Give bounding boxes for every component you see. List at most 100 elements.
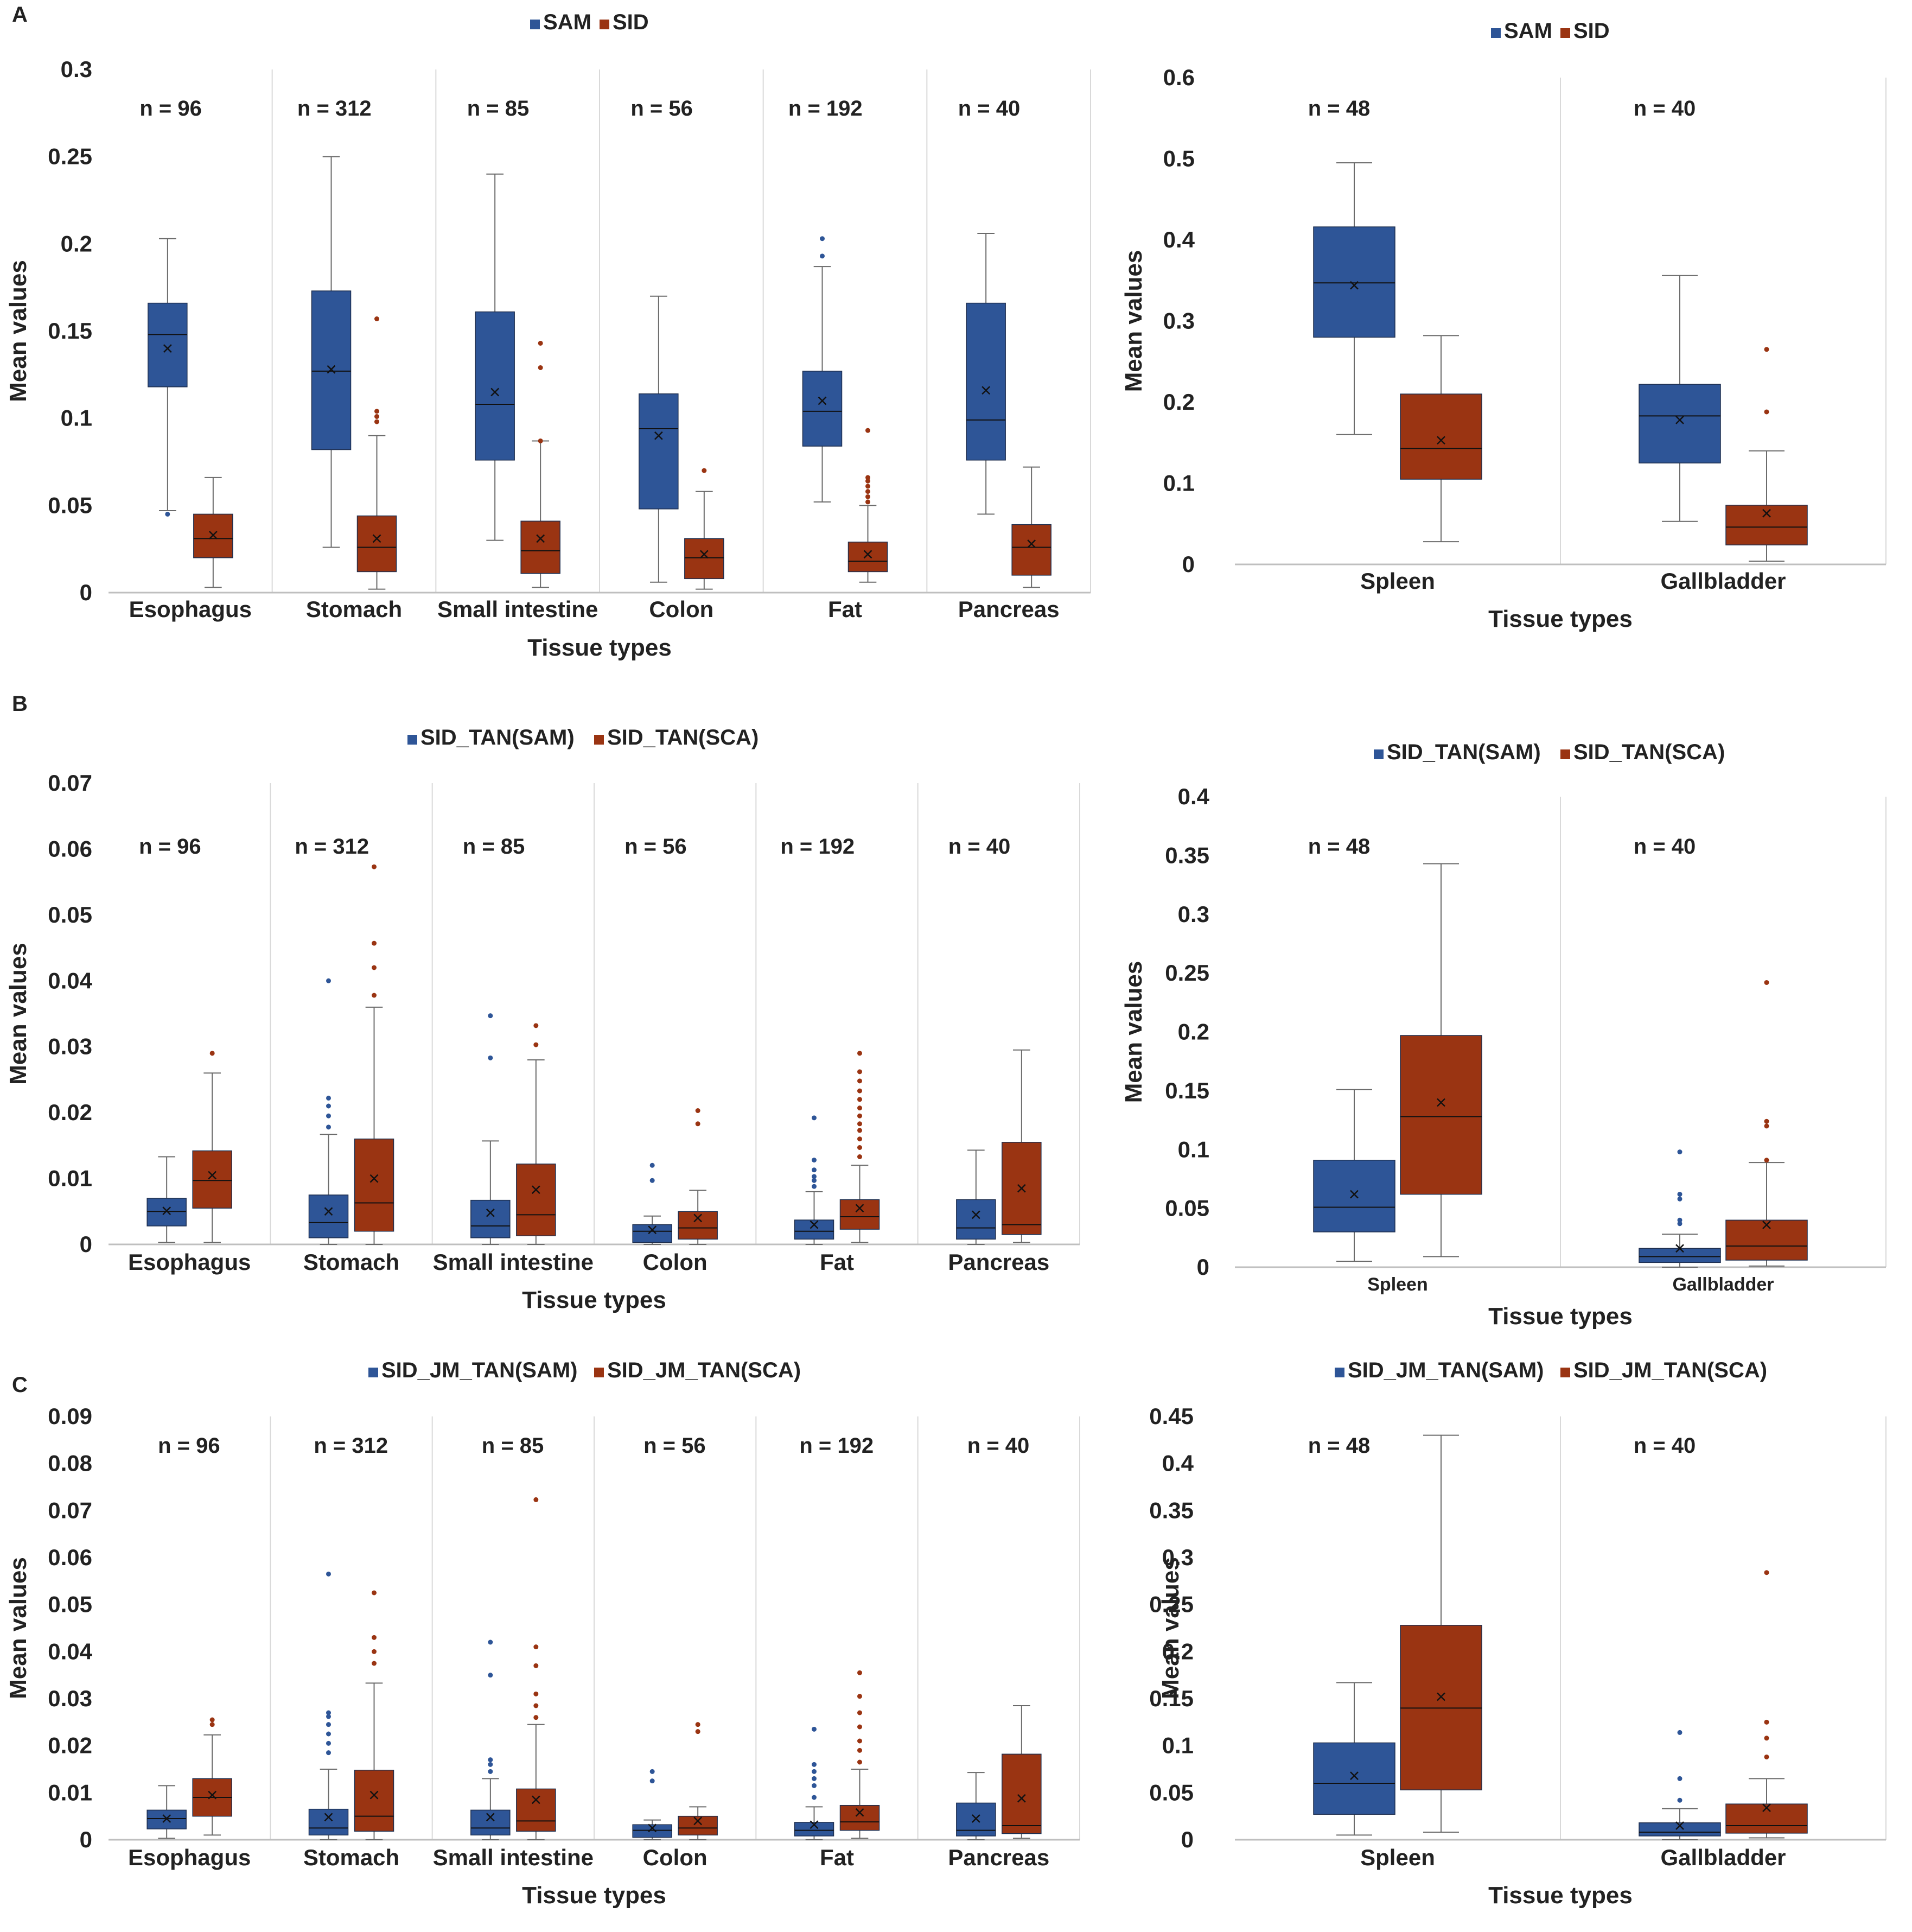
box-iqr (847, 542, 888, 573)
box-series1 (632, 1769, 672, 1840)
y-axis-label: Mean values (1120, 250, 1147, 392)
mean-marker (693, 1213, 703, 1223)
box-iqr (148, 302, 188, 387)
box-iqr (516, 1164, 556, 1236)
outlier-point (857, 1738, 862, 1744)
y-tick-label: 0.07 (48, 770, 92, 796)
outlier-point (372, 1649, 377, 1654)
box-series2 (1400, 863, 1482, 1257)
sample-size-label: n = 192 (799, 1434, 874, 1458)
box-iqr (470, 1809, 511, 1836)
y-tick-label: 0 (80, 1231, 92, 1257)
box-iqr (1725, 1219, 1808, 1261)
y-tick-label: 0.15 (48, 318, 92, 344)
y-tick-label: 0.3 (1178, 901, 1209, 927)
box-series2 (847, 428, 888, 583)
sample-size-label: n = 85 (467, 97, 530, 120)
sample-size-label: n = 312 (314, 1434, 388, 1458)
outlier-point (812, 1167, 817, 1173)
category-label: Colon (649, 596, 713, 622)
legend-label: SID_JM_TAN(SCA) (1573, 1358, 1767, 1382)
box-series1 (146, 1785, 187, 1839)
sample-size-label: n = 56 (643, 1434, 706, 1458)
box-iqr (354, 1769, 394, 1832)
mean-marker (1675, 1244, 1684, 1253)
sample-size-label: n = 48 (1308, 97, 1371, 120)
box-series1 (475, 173, 515, 541)
outlier-point (857, 1051, 862, 1056)
x-axis-label: Tissue types (1488, 606, 1633, 632)
category-label: Spleen (1360, 568, 1435, 594)
box-iqr (1725, 1803, 1808, 1834)
outlier-point (533, 1042, 539, 1047)
box-series1 (1639, 275, 1721, 522)
outlier-point (374, 316, 379, 322)
chart-B-right: 0 0.05 0.1 0.15 0.2 0.25 0.3 0.35 0.4 Mean values… (1120, 740, 1886, 1330)
box-series2 (1002, 1705, 1042, 1839)
y-tick-label: 0 (80, 580, 92, 605)
legend-swatch (407, 735, 417, 745)
outlier-point (857, 1105, 862, 1111)
box-iqr (1639, 384, 1721, 463)
legend-label: SID_TAN(SCA) (607, 726, 759, 749)
outlier-point (1764, 1754, 1769, 1759)
y-tick-label: 0.07 (48, 1497, 92, 1523)
mean-marker (1017, 1184, 1026, 1193)
outlier-point (649, 1162, 655, 1168)
y-tick-label: 0.02 (48, 1100, 92, 1125)
x-axis-label: Tissue types (1488, 1882, 1633, 1909)
outlier-point (372, 1635, 377, 1640)
y-tick-label: 0.2 (1163, 389, 1195, 415)
box-iqr (1400, 393, 1482, 480)
outlier-point (533, 1023, 539, 1028)
category-label: Small intestine (437, 596, 598, 622)
y-tick-label: 0.04 (48, 1638, 92, 1664)
mean-marker (1017, 1794, 1026, 1803)
outlier-point (533, 1703, 539, 1708)
category-label: Stomach (303, 1249, 399, 1275)
outlier-point (1764, 1570, 1769, 1575)
panel-label: A (12, 3, 28, 27)
y-tick-label: 0.3 (1162, 1545, 1194, 1570)
box-series2 (354, 864, 394, 1245)
category-label: Pancreas (948, 1845, 1049, 1870)
x-axis-label: Tissue types (527, 634, 672, 661)
category-label: Pancreas (958, 596, 1060, 622)
outlier-point (326, 1710, 331, 1715)
box-series1 (1313, 162, 1395, 435)
box-iqr (1639, 1248, 1721, 1263)
x-axis-label: Tissue types (522, 1287, 666, 1313)
chart-C-right: 0 0.05 0.1 0.15 0.2 0.25 0.3 0.35 0.4 0.45 Mean va… (1149, 1358, 1886, 1909)
outlier-point (374, 419, 379, 424)
outlier-point (1677, 1149, 1682, 1155)
legend-swatch (1560, 749, 1570, 759)
mean-marker (531, 1795, 540, 1804)
outlier-point (857, 1136, 862, 1142)
category-label: Fat (820, 1249, 854, 1275)
y-tick-label: 0.4 (1178, 784, 1210, 809)
category-label: Stomach (306, 596, 402, 622)
mean-marker (810, 1220, 819, 1229)
y-tick-label: 0.15 (1165, 1078, 1209, 1103)
outlier-point (820, 253, 825, 259)
mean-marker (1437, 1098, 1445, 1107)
y-tick-label: 0.35 (1165, 842, 1209, 868)
mean-marker (369, 1790, 379, 1800)
box-series2 (1011, 466, 1051, 588)
outlier-point (857, 1069, 862, 1075)
box-iqr (839, 1804, 880, 1831)
box-series2 (678, 1108, 718, 1245)
box-series2 (354, 1590, 394, 1840)
mean-marker (490, 387, 500, 397)
mean-marker (699, 550, 709, 559)
y-tick-label: 0.45 (1149, 1403, 1194, 1429)
box-series1 (470, 1013, 511, 1245)
x-axis-label: Tissue types (1488, 1303, 1633, 1330)
category-label: Gallbladder (1672, 1274, 1774, 1295)
outlier-point (374, 414, 379, 419)
y-tick-label: 0.04 (48, 968, 92, 993)
mean-marker (1762, 1803, 1771, 1812)
mean-marker (369, 1174, 379, 1183)
legend-swatch (1335, 1368, 1344, 1377)
